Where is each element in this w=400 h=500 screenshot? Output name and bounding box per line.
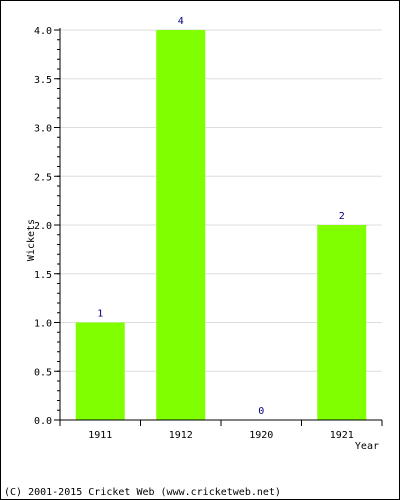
bar-1921	[317, 225, 367, 420]
x-tick-label: 1911	[88, 430, 112, 441]
y-tick-label: 2.5	[34, 172, 52, 183]
y-tick-label: 0.5	[34, 367, 52, 378]
y-axis-label: Wickets	[26, 219, 37, 261]
y-axis-ticks: 0.0 0.5 1.0 1.5 2.0 2.5 3.0 3.5 4.0	[34, 26, 60, 427]
x-tick-label: 1920	[249, 430, 273, 441]
y-tick-label: 2.0	[34, 221, 52, 232]
bar-1912	[156, 30, 206, 420]
y-tick-label: 1.5	[34, 270, 52, 281]
data-label: 0	[258, 406, 264, 417]
y-tick-label: 1.0	[34, 319, 52, 330]
y-tick-label: 3.0	[34, 124, 52, 135]
data-labels: 1 4 0 2	[97, 16, 345, 417]
y-tick-label: 0.0	[34, 416, 52, 427]
y-tick-label: 4.0	[34, 26, 52, 37]
bars	[75, 30, 367, 420]
data-label: 2	[339, 211, 345, 222]
x-tick-label: 1921	[330, 430, 354, 441]
data-label: 4	[178, 16, 184, 27]
x-axis-ticks: 1911 1912 1920 1921	[59, 420, 383, 441]
x-tick-label: 1912	[169, 430, 193, 441]
copyright-footer: (C) 2001-2015 Cricket Web (www.cricketwe…	[4, 487, 281, 498]
y-tick-label: 3.5	[34, 75, 52, 86]
data-label: 1	[97, 309, 103, 320]
x-axis-label: Year	[355, 441, 379, 452]
bar-1911	[75, 322, 125, 420]
